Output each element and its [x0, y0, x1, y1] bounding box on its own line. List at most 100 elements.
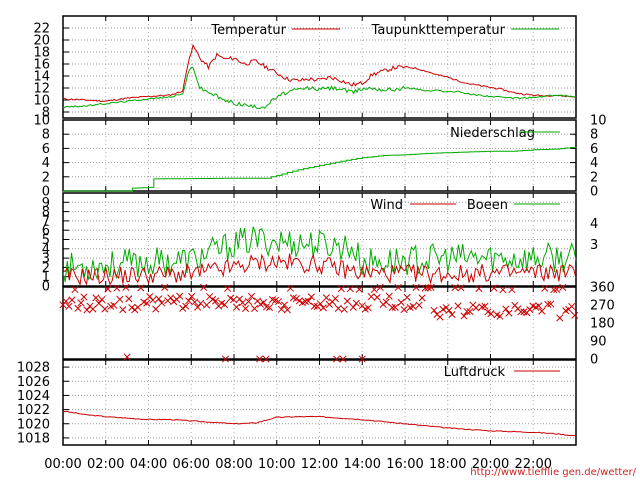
direction-mark [430, 306, 438, 314]
direction-mark [188, 292, 196, 301]
direction-mark [322, 294, 330, 302]
direction-mark [71, 286, 79, 294]
direction-mark [122, 283, 130, 291]
direction-mark [62, 297, 70, 305]
direction-mark [310, 302, 318, 310]
direction-mark [472, 304, 480, 312]
direction-mark [559, 283, 567, 291]
direction-mark [74, 304, 82, 312]
direction-mark [152, 305, 160, 313]
direction-mark [301, 298, 309, 306]
legend-wind: Wind [370, 198, 403, 213]
direction-mark [541, 284, 549, 292]
direction-mark [466, 307, 474, 316]
x-tick-label: 14:00 [344, 457, 381, 472]
direction-mark [391, 303, 399, 311]
direction-mark [481, 302, 489, 310]
direction-mark [110, 301, 118, 309]
direction-mark [457, 284, 465, 292]
direction-mark [241, 305, 250, 313]
direction-mark [104, 285, 112, 293]
direction-mark [445, 306, 453, 314]
direction-mark [113, 284, 121, 292]
direction-mark [553, 285, 561, 294]
right-tick-label-precipitation: 10 [590, 114, 607, 129]
direction-mark [274, 298, 283, 306]
direction-mark [230, 296, 238, 304]
direction-mark [170, 298, 178, 306]
series-temperatur [62, 43, 577, 103]
direction-mark [89, 305, 97, 313]
y-tick-label-pressure: 1020 [17, 417, 50, 432]
direction-mark [352, 299, 360, 307]
right-tick-label-precipitation: 8 [590, 128, 598, 143]
legend-boeen: Boeen [467, 198, 508, 213]
direction-mark [505, 309, 513, 317]
direction-mark [98, 295, 106, 304]
direction-mark [499, 286, 507, 294]
direction-mark [397, 298, 405, 307]
direction-mark [286, 284, 294, 292]
direction-mark [80, 293, 88, 301]
direction-mark [544, 300, 552, 308]
direction-mark [92, 294, 100, 302]
direction-mark [400, 306, 408, 314]
direction-mark [487, 310, 495, 318]
direction-mark [340, 305, 348, 313]
y-tick-label-temperature: 16 [33, 58, 50, 73]
direction-mark [244, 297, 253, 306]
y-tick-label-temperature: 12 [33, 82, 50, 97]
direction-mark [128, 304, 136, 312]
right-tick-label-direction: 90 [590, 335, 607, 350]
y-tick-label-wind: 0 [42, 280, 50, 295]
direction-mark [451, 284, 459, 292]
direction-mark [149, 296, 157, 304]
direction-mark [331, 294, 339, 303]
x-tick-label: 16:00 [386, 457, 423, 472]
y-tick-label-wind: 3 [42, 252, 50, 267]
x-tick-label: 20:00 [472, 457, 509, 472]
direction-mark [349, 303, 357, 311]
direction-mark [250, 304, 259, 313]
y-tick-label-pressure: 1028 [17, 361, 50, 376]
y-tick-label-precipitation: 8 [42, 128, 50, 143]
series-taupunkttemperatur [62, 66, 577, 110]
y-tick-label-pressure: 1018 [17, 431, 50, 446]
direction-mark [409, 302, 417, 310]
direction-mark [68, 296, 76, 304]
series-luftdruck [62, 410, 577, 437]
right-tick-label-precipitation: 0 [590, 185, 598, 200]
legend-taupunkt: Taupunkttemperatur [371, 23, 506, 38]
right-tick-label-direction: 0 [590, 353, 598, 368]
direction-mark [508, 286, 516, 294]
series-wind [62, 253, 577, 287]
y-tick-label-temperature: 22 [33, 22, 50, 37]
direction-mark [212, 297, 220, 305]
direction-mark [373, 293, 381, 301]
right-tick-label-precipitation: 6 [590, 142, 598, 157]
y-tick-label-precipitation: 10 [33, 114, 50, 129]
right-tick-label-precipitation: 2 [590, 170, 598, 185]
direction-mark [280, 301, 288, 309]
direction-mark [475, 285, 483, 293]
legend-niederschlag: Niederschlag [450, 126, 535, 141]
y-tick-label-wind: 5 [42, 233, 50, 248]
direction-mark [358, 355, 366, 363]
direction-mark [556, 314, 564, 322]
panel-frame-wind [62, 192, 577, 287]
y-tick-label-temperature: 10 [33, 94, 50, 109]
direction-mark [155, 295, 163, 303]
y-tick-label-wind: 8 [42, 205, 50, 220]
direction-mark [233, 303, 241, 311]
y-tick-label-pressure: 1024 [17, 389, 50, 404]
direction-mark [346, 285, 354, 293]
y-tick-label-wind: 7 [42, 214, 50, 229]
direction-mark [339, 355, 347, 363]
direction-mark [116, 295, 124, 303]
panel-frame-precipitation [62, 119, 577, 192]
direction-mark [77, 299, 85, 307]
direction-mark [376, 283, 384, 291]
direction-mark [158, 299, 166, 307]
direction-mark [418, 294, 426, 302]
y-tick-label-temperature: 8 [42, 106, 50, 121]
